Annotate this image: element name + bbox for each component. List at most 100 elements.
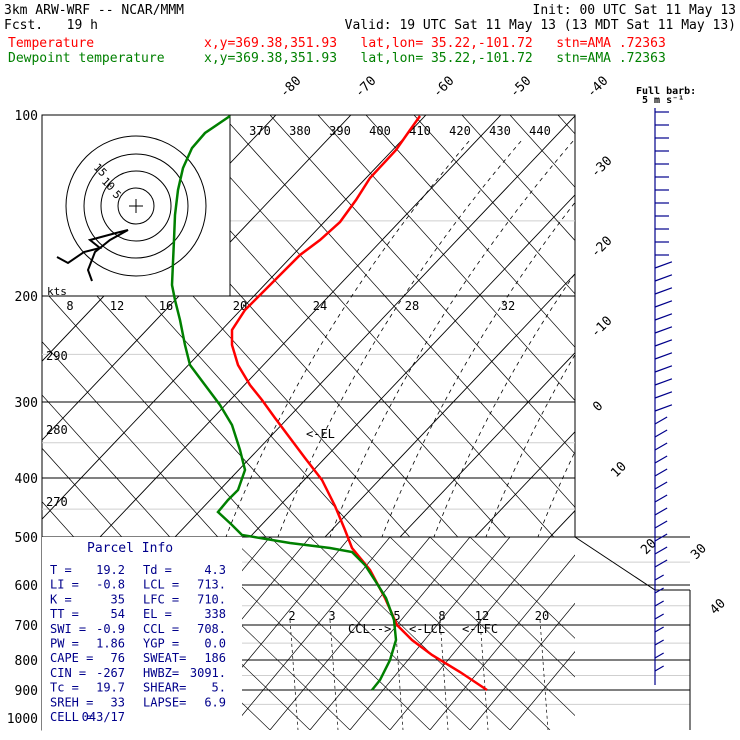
wind-barb (654, 261, 673, 269)
theta-label: 430 (489, 124, 511, 138)
hodograph-ring (83, 153, 189, 259)
parcel-row-label: K = (50, 592, 72, 606)
mixing-ratio-label: 5 (393, 609, 400, 623)
temperature-legend-label: Temperature (8, 36, 95, 51)
parcel-row-value2: 713. (197, 578, 226, 592)
pressure-label-100: 100 (15, 109, 38, 124)
lower-isotherm (269, 537, 431, 730)
lower-adiabat (229, 537, 431, 730)
hodo-speed-label: 8 (66, 299, 73, 313)
parcel-row-value: 19.7 (96, 681, 125, 695)
wind-barb (654, 559, 668, 568)
lower-adiabat (269, 537, 471, 730)
pressure-label-900: 900 (15, 684, 38, 699)
isotherm-label: 40 (707, 596, 729, 618)
wind-barb (654, 546, 668, 555)
isotherm-label: 0 (590, 399, 606, 415)
lower-adiabat (429, 537, 575, 730)
hodograph-ring (117, 187, 155, 225)
mixing-ratio-line (479, 619, 489, 731)
valid-time: Valid: 19 UTC Sat 11 May 13 (13 MDT Sat … (344, 18, 736, 33)
lower-adiabat (309, 537, 511, 730)
pressure-label-700: 700 (15, 619, 38, 634)
pressure-label-400: 400 (15, 472, 38, 487)
parcel-row-label2: CCL = (143, 622, 179, 636)
parcel-row-value2: 0.0 (204, 637, 226, 651)
level-marker: <-LFC (462, 622, 498, 636)
isotherm-label: -30 (588, 154, 615, 181)
wind-barb (654, 365, 673, 373)
pressure-label-300: 300 (15, 396, 38, 411)
parcel-row-value: 35 (111, 592, 125, 606)
mixing-ratio-label: 12 (475, 609, 489, 623)
wind-barb (654, 468, 668, 477)
parcel-row-label: TT = (50, 607, 79, 621)
dewpoint-legend-label: Dewpoint temperature (8, 51, 165, 66)
lower-adiabat (469, 537, 575, 730)
pressure-label-800: 800 (15, 654, 38, 669)
wind-barb (654, 442, 668, 451)
pressure-label-600: 600 (15, 579, 38, 594)
isotherm-label: -60 (430, 74, 457, 101)
parcel-row-label: CAPE = (50, 651, 93, 665)
parcel-row-label: CELL = (50, 710, 93, 724)
isotherm-label: -40 (584, 74, 611, 101)
wind-barb (654, 287, 673, 295)
isotherm--40 (42, 115, 502, 599)
mixing-ratio-label: 20 (535, 609, 549, 623)
lower-isotherm (469, 537, 575, 730)
lower-isotherm (429, 537, 575, 730)
hodograph-trace (56, 229, 129, 282)
wind-barb (654, 481, 668, 490)
mixing-ratio-line (289, 619, 299, 731)
theta-label-left: 290 (46, 349, 68, 363)
theta-label: 410 (409, 124, 431, 138)
lower-isotherm (349, 537, 511, 730)
level-marker: CCL--> (348, 622, 391, 636)
wind-barb-units: 5 m s⁻¹ (642, 95, 684, 106)
parcel-row-value2: 708. (197, 622, 226, 636)
parcel-row-value: 54 (111, 607, 125, 621)
parcel-row-label: LI = (50, 578, 79, 592)
parcel-row-value2: 6.9 (204, 695, 226, 709)
lower-isotherm (229, 537, 391, 730)
wind-barb (654, 574, 664, 581)
pressure-label-1000: 1000 (7, 712, 38, 727)
parcel-row-label: SWI = (50, 622, 86, 636)
dry-adiabat (317, 115, 575, 402)
parcel-row-label2: Td = (143, 563, 172, 577)
parcel-row-value2: 186 (204, 651, 226, 665)
theta-label: 390 (329, 124, 351, 138)
wind-barb (654, 494, 668, 503)
parcel-row-label2: YGP = (143, 637, 179, 651)
wind-barb (654, 600, 664, 607)
parcel-row-label: SREH = (50, 695, 93, 709)
parcel-row-value2: 338 (204, 607, 226, 621)
wind-barb (654, 455, 668, 464)
lower-isotherm (309, 537, 471, 730)
wind-barb-title: Full barb: (636, 86, 696, 97)
dry-adiabat (269, 115, 575, 455)
mixing-ratio-label: 8 (438, 609, 445, 623)
dewpoint-profile (170, 114, 398, 691)
parcel-row-value: 19.2 (96, 563, 125, 577)
parcel-row-label: T = (50, 563, 72, 577)
theta-label-left: 280 (46, 423, 68, 437)
isotherm--50 (42, 115, 427, 520)
mixing-ratio-line (539, 619, 549, 731)
mixing-ratio-label: 3 (328, 609, 335, 623)
parcel-row-value2: 3091. (190, 666, 226, 680)
dry-adiabat (413, 115, 575, 295)
wind-barb (654, 507, 668, 516)
mixing-ratio-label: 2 (288, 609, 295, 623)
parcel-row-value: 33 (111, 695, 125, 709)
isotherm-label: 10 (608, 459, 630, 481)
level-marker: <-LCL (409, 622, 445, 636)
parcel-row-value2: 4.3 (204, 563, 226, 577)
theta-label: 440 (529, 124, 551, 138)
pressure-label-200: 200 (15, 290, 38, 305)
wind-barb (654, 652, 664, 659)
hodograph-ring (65, 135, 207, 277)
mixing-ratio-line (439, 619, 449, 731)
parcel-row-label2: SHEAR= (143, 681, 186, 695)
